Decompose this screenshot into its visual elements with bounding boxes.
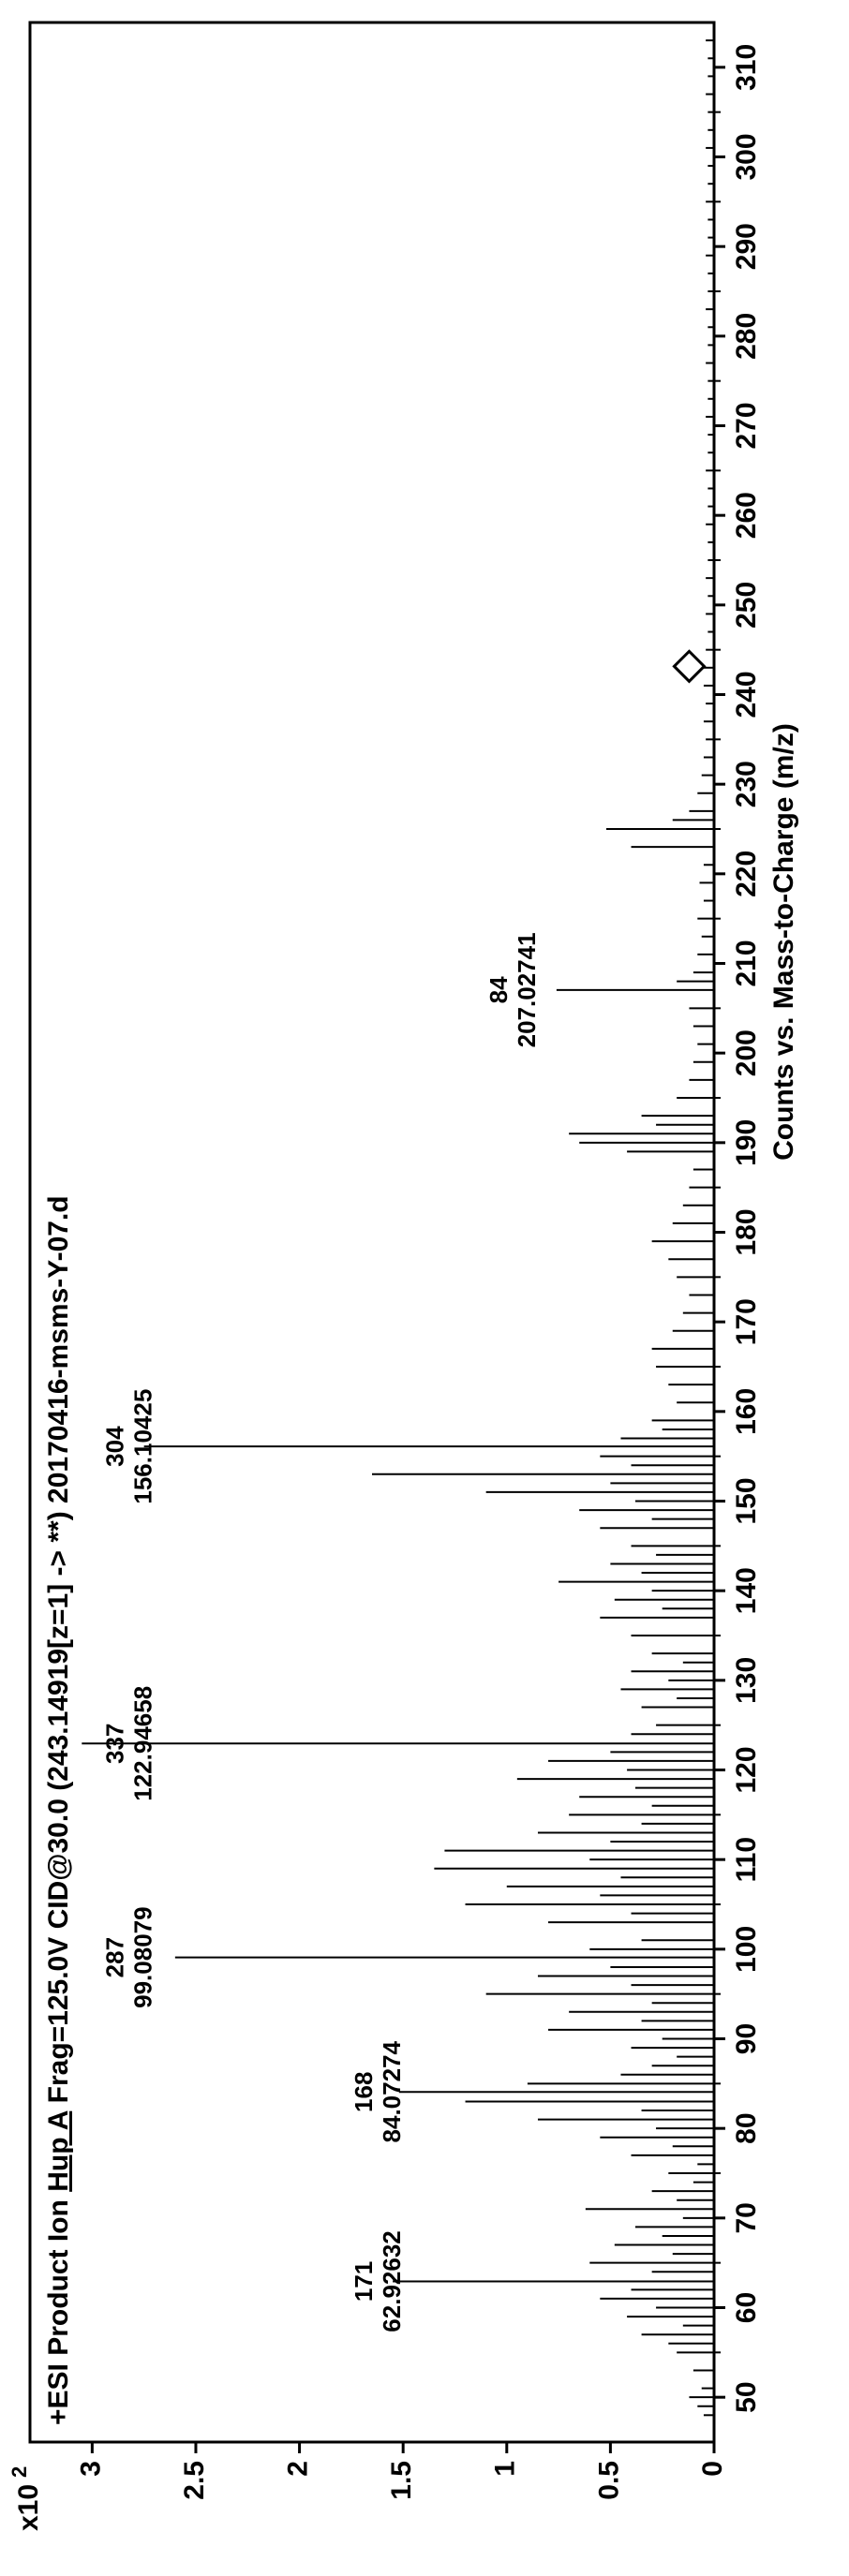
peak-mz-label: 122.94658 <box>129 1686 157 1801</box>
peak-mz-label: 207.02741 <box>513 932 541 1047</box>
ytick-label: 1 <box>490 2461 521 2477</box>
xtick-label: 230 <box>731 761 762 807</box>
xtick-label: 290 <box>731 223 762 270</box>
diamond-marker <box>674 651 704 681</box>
ytick-label: 2 <box>282 2461 313 2477</box>
xtick-label: 260 <box>731 492 762 539</box>
xtick-label: 130 <box>731 1657 762 1704</box>
mass-spectrum-chart: 00.511.522.53x10250607080901001101201301… <box>11 11 836 2559</box>
xtick-label: 190 <box>731 1119 762 1166</box>
xtick-label: 60 <box>731 2292 762 2323</box>
chart-title: +ESI Product Ion Hup A Frag=125.0V CID@3… <box>43 1195 74 2425</box>
xtick-label: 140 <box>731 1567 762 1614</box>
xtick-label: 90 <box>731 2023 762 2054</box>
xtick-label: 80 <box>731 2112 762 2143</box>
peak-intensity-label: 304 <box>101 1426 129 1467</box>
peak-mz-label: 156.10425 <box>129 1389 157 1504</box>
x-axis-label: Counts vs. Mass-to-Charge (m/z) <box>768 723 799 1161</box>
y-exponent-value: 2 <box>11 2466 31 2478</box>
ytick-label: 2.5 <box>179 2461 210 2500</box>
xtick-label: 240 <box>731 671 762 718</box>
xtick-label: 120 <box>731 1746 762 1793</box>
y-exponent-label: x10 <box>13 2484 44 2531</box>
peak-intensity-label: 171 <box>350 2261 378 2302</box>
xtick-label: 270 <box>731 402 762 449</box>
xtick-label: 100 <box>731 1926 762 1973</box>
xtick-label: 170 <box>731 1298 762 1345</box>
ytick-label: 0 <box>697 2461 728 2477</box>
xtick-label: 200 <box>731 1029 762 1076</box>
peak-intensity-label: 287 <box>101 1937 129 1977</box>
xtick-label: 160 <box>731 1388 762 1435</box>
xtick-label: 310 <box>731 44 762 91</box>
ytick-label: 0.5 <box>593 2461 624 2500</box>
peak-mz-label: 84.07274 <box>378 2040 406 2142</box>
xtick-label: 50 <box>731 2381 762 2412</box>
ytick-label: 3 <box>75 2461 106 2477</box>
xtick-label: 300 <box>731 133 762 180</box>
ytick-label: 1.5 <box>386 2461 417 2500</box>
xtick-label: 220 <box>731 851 762 897</box>
peak-mz-label: 62.92632 <box>378 2230 406 2332</box>
xtick-label: 250 <box>731 582 762 629</box>
peak-intensity-label: 84 <box>484 976 513 1003</box>
xtick-label: 70 <box>731 2202 762 2233</box>
xtick-label: 110 <box>731 1837 762 1882</box>
peak-intensity-label: 337 <box>101 1724 129 1764</box>
xtick-label: 210 <box>731 940 762 986</box>
chart-svg: 00.511.522.53x10250607080901001101201301… <box>11 11 836 2559</box>
xtick-label: 150 <box>731 1477 762 1524</box>
xtick-label: 280 <box>731 313 762 360</box>
peak-mz-label: 99.08079 <box>129 1906 157 2007</box>
peak-intensity-label: 168 <box>350 2072 378 2112</box>
xtick-label: 180 <box>731 1208 762 1255</box>
